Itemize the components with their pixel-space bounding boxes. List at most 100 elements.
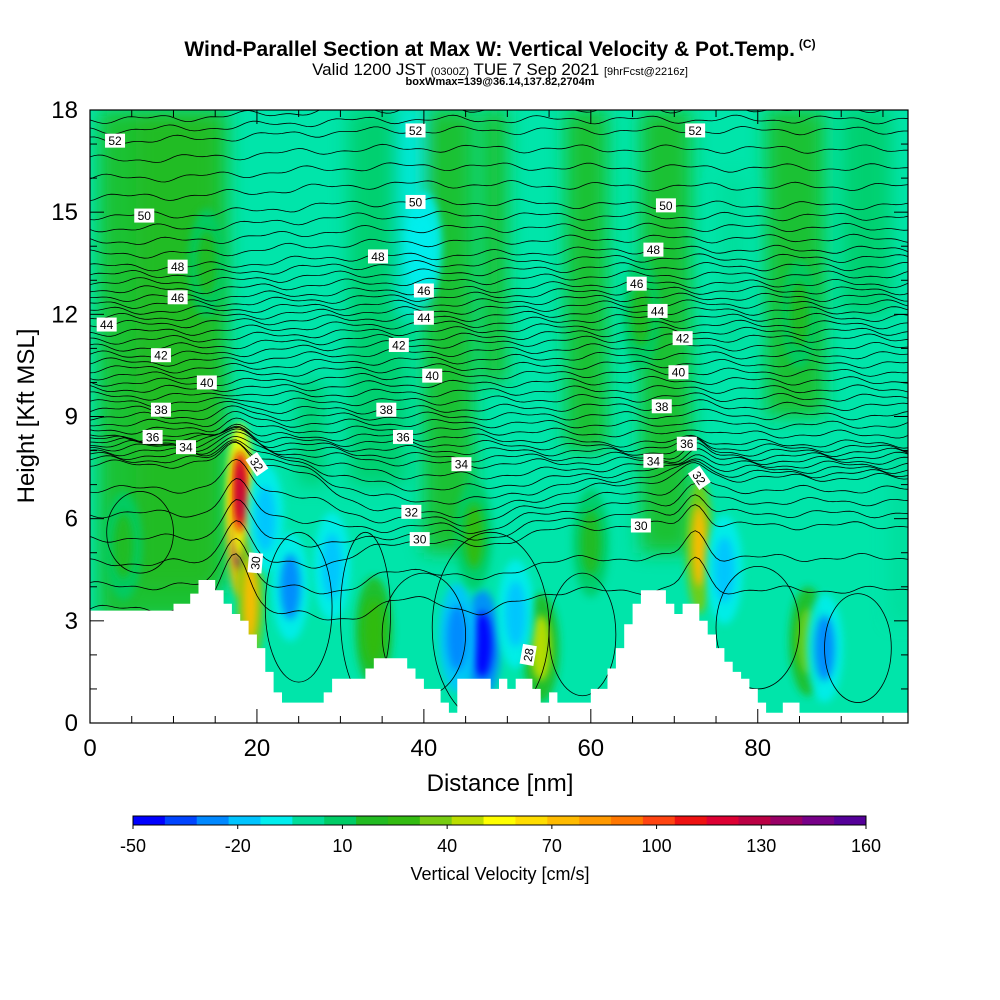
colorbar-tick-label: 70 bbox=[542, 836, 562, 856]
y-axis-label: Height [Kft MSL] bbox=[13, 329, 40, 504]
contour-label-box bbox=[685, 123, 706, 138]
theta-contour-line bbox=[90, 478, 908, 535]
contour-label-box bbox=[393, 429, 414, 444]
contour-label-box bbox=[388, 337, 409, 352]
colorbar-swatch bbox=[611, 816, 644, 825]
contour-label-box bbox=[422, 368, 443, 383]
colorbar-swatch bbox=[674, 816, 708, 825]
contour-label-text: 34 bbox=[647, 454, 661, 468]
colorbar: -50 -20 10 40 70 100 130 160 bbox=[120, 815, 881, 856]
contour-label-text: 34 bbox=[455, 458, 469, 472]
contour-label-box bbox=[413, 283, 434, 298]
contour-label-text: 46 bbox=[171, 291, 185, 305]
theta-contour-line bbox=[90, 306, 908, 329]
plot-area: 52 52 52 50 50 50 48 48 48 46 46 46 44 44 44 42 42 42 40 40… bbox=[90, 110, 908, 723]
contour-label-text: 48 bbox=[371, 250, 385, 264]
contour-label-box bbox=[405, 123, 426, 138]
velocity-blob-core bbox=[321, 533, 343, 600]
valid-utc: (0300Z) bbox=[430, 66, 470, 78]
contour-label: 52 bbox=[105, 133, 126, 148]
theta-contour-line bbox=[90, 210, 908, 233]
theta-contour-closed bbox=[106, 491, 174, 574]
contour-label-text: 44 bbox=[100, 318, 114, 332]
colorbar-frame bbox=[132, 815, 867, 826]
contour-label-box bbox=[655, 198, 676, 213]
velocity-blob-core bbox=[463, 503, 485, 569]
contour-label: 32 bbox=[687, 465, 711, 491]
contour-label: 50 bbox=[655, 198, 676, 213]
contour-label-text: 46 bbox=[417, 284, 431, 298]
colorbar-swatch bbox=[802, 816, 835, 825]
contour-label: 28 bbox=[519, 643, 537, 666]
contour-label-text: 44 bbox=[651, 304, 665, 318]
colorbar-tick-label: 160 bbox=[851, 836, 881, 856]
theta-contour-closed bbox=[824, 593, 892, 703]
terrain-mask bbox=[90, 580, 908, 723]
velocity-blob-core bbox=[255, 485, 276, 552]
theta-contour-line bbox=[90, 326, 908, 352]
contour-label: 42 bbox=[388, 337, 409, 352]
theta-contour-line bbox=[90, 162, 908, 183]
contour-label-box bbox=[647, 303, 668, 318]
velocity-band bbox=[482, 110, 508, 383]
theta-contour-line bbox=[90, 425, 908, 453]
contour-label: 38 bbox=[376, 402, 397, 417]
theta-contour-line bbox=[90, 333, 908, 359]
x-tick-label: 60 bbox=[577, 735, 604, 762]
theta-contour-line bbox=[90, 441, 908, 505]
contour-label-text: 38 bbox=[154, 403, 168, 417]
theta-contour-closed bbox=[264, 531, 333, 683]
velocity-band bbox=[720, 178, 746, 349]
y-tick-label: 12 bbox=[51, 301, 78, 328]
contour-label: 52 bbox=[685, 123, 706, 138]
theta-contour-line bbox=[90, 180, 908, 202]
contour-label: 40 bbox=[668, 365, 689, 380]
x-tick-label: 20 bbox=[244, 735, 271, 762]
contour-label-box bbox=[245, 451, 269, 477]
velocity-blob-core bbox=[691, 505, 707, 587]
theta-contour-line bbox=[90, 222, 908, 245]
theta-contour-line bbox=[90, 359, 908, 381]
theta-contour-line bbox=[90, 197, 908, 221]
contour-label-text: 38 bbox=[380, 403, 394, 417]
contour-label-text: 38 bbox=[655, 400, 669, 414]
theta-contour-line bbox=[90, 494, 908, 548]
contour-label: 48 bbox=[367, 249, 388, 264]
contour-label-box bbox=[672, 331, 693, 346]
theta-contour-line bbox=[90, 143, 908, 163]
contour-label: 50 bbox=[405, 194, 426, 209]
contour-label-text: 42 bbox=[392, 338, 406, 352]
contour-label-box bbox=[643, 453, 664, 468]
y-tick-label: 9 bbox=[65, 404, 78, 431]
x-tick-label: 0 bbox=[83, 735, 96, 762]
colorbar-swatch bbox=[483, 816, 516, 825]
contour-label-box bbox=[367, 249, 388, 264]
theta-contour-line bbox=[90, 299, 908, 321]
theta-contour-line bbox=[90, 244, 908, 272]
colorbar-swatch bbox=[770, 816, 803, 825]
contour-label: 48 bbox=[167, 259, 188, 274]
velocity-blobs bbox=[105, 191, 843, 703]
valid-date: TUE 7 Sep 2021 bbox=[473, 60, 600, 79]
theta-contour-line bbox=[90, 384, 908, 401]
contour-label-text: 46 bbox=[630, 277, 644, 291]
contour-label-text: 30 bbox=[248, 555, 263, 570]
contour-label-text: 32 bbox=[405, 505, 419, 519]
contour-label-box bbox=[96, 317, 117, 332]
contour-label-text: 52 bbox=[409, 124, 423, 138]
contour-label-text: 50 bbox=[659, 199, 673, 213]
theta-contour-line bbox=[90, 233, 908, 259]
velocity-blob-core bbox=[196, 230, 217, 296]
theta-contour-line bbox=[90, 428, 908, 463]
contour-label-text: 52 bbox=[108, 134, 122, 148]
contour-label-text: 36 bbox=[146, 430, 160, 444]
contour-label-text: 40 bbox=[672, 366, 686, 380]
velocity-blob-core bbox=[472, 611, 493, 678]
contour-label: 36 bbox=[142, 429, 163, 444]
contour-label-box bbox=[643, 242, 664, 257]
colorbar-swatch bbox=[547, 816, 580, 825]
contour-label: 46 bbox=[626, 276, 647, 291]
contour-label-text: 52 bbox=[688, 124, 702, 138]
y-tick-label: 3 bbox=[65, 608, 78, 635]
contour-label-text: 28 bbox=[521, 647, 537, 663]
